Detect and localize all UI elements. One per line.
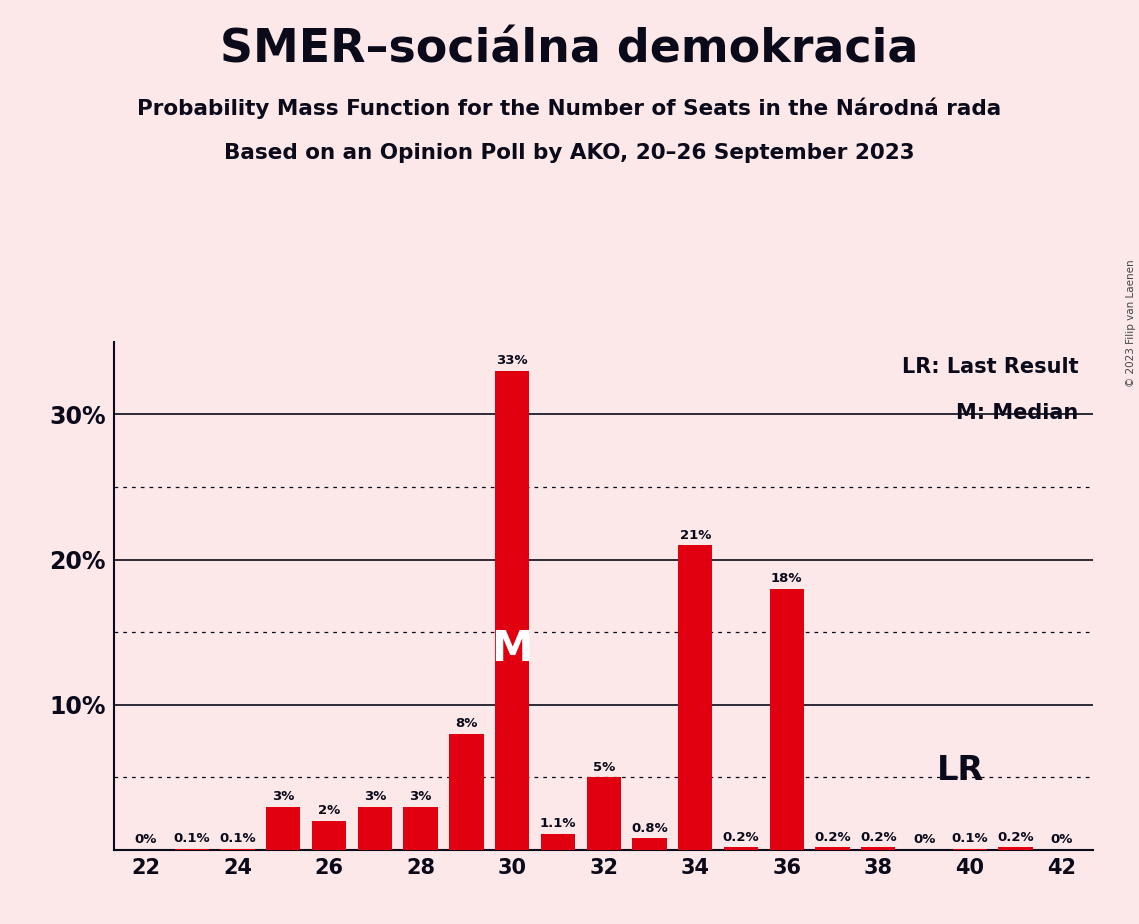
Bar (449, 734, 484, 850)
Text: LR: Last Result: LR: Last Result (902, 358, 1079, 377)
Bar (312, 821, 346, 850)
Text: 8%: 8% (456, 717, 477, 730)
Bar (541, 834, 575, 850)
Text: 0.2%: 0.2% (860, 831, 896, 844)
Text: SMER–sociálna demokracia: SMER–sociálna demokracia (220, 28, 919, 73)
Text: M: M (491, 627, 533, 670)
Text: 33%: 33% (497, 354, 528, 368)
Bar (861, 847, 895, 850)
Text: 0.2%: 0.2% (998, 831, 1034, 844)
Text: 5%: 5% (592, 760, 615, 774)
Bar (587, 777, 621, 850)
Text: 0.1%: 0.1% (173, 832, 210, 845)
Bar (358, 807, 392, 850)
Bar (220, 848, 255, 850)
Text: 18%: 18% (771, 572, 803, 585)
Text: 0.1%: 0.1% (219, 832, 256, 845)
Bar (723, 847, 759, 850)
Bar (678, 545, 712, 850)
Bar (770, 589, 804, 850)
Text: 0.8%: 0.8% (631, 821, 667, 835)
Bar (403, 807, 437, 850)
Text: 0%: 0% (134, 833, 157, 846)
Text: 0.2%: 0.2% (722, 831, 760, 844)
Text: 2%: 2% (318, 805, 341, 818)
Text: 0%: 0% (912, 833, 935, 846)
Text: 1.1%: 1.1% (540, 818, 576, 831)
Text: 21%: 21% (680, 529, 711, 541)
Bar (174, 848, 208, 850)
Text: 3%: 3% (272, 790, 295, 803)
Bar (267, 807, 301, 850)
Text: Probability Mass Function for the Number of Seats in the Národná rada: Probability Mass Function for the Number… (138, 97, 1001, 118)
Bar (632, 838, 666, 850)
Text: 3%: 3% (363, 790, 386, 803)
Bar (816, 847, 850, 850)
Text: 0%: 0% (1050, 833, 1073, 846)
Text: 3%: 3% (409, 790, 432, 803)
Bar (952, 848, 988, 850)
Text: 0.2%: 0.2% (814, 831, 851, 844)
Text: 0.1%: 0.1% (951, 832, 989, 845)
Text: © 2023 Filip van Laenen: © 2023 Filip van Laenen (1126, 260, 1136, 387)
Bar (999, 847, 1033, 850)
Text: LR: LR (937, 754, 984, 786)
Bar (495, 371, 530, 850)
Text: M: Median: M: Median (957, 403, 1079, 423)
Text: Based on an Opinion Poll by AKO, 20–26 September 2023: Based on an Opinion Poll by AKO, 20–26 S… (224, 143, 915, 164)
